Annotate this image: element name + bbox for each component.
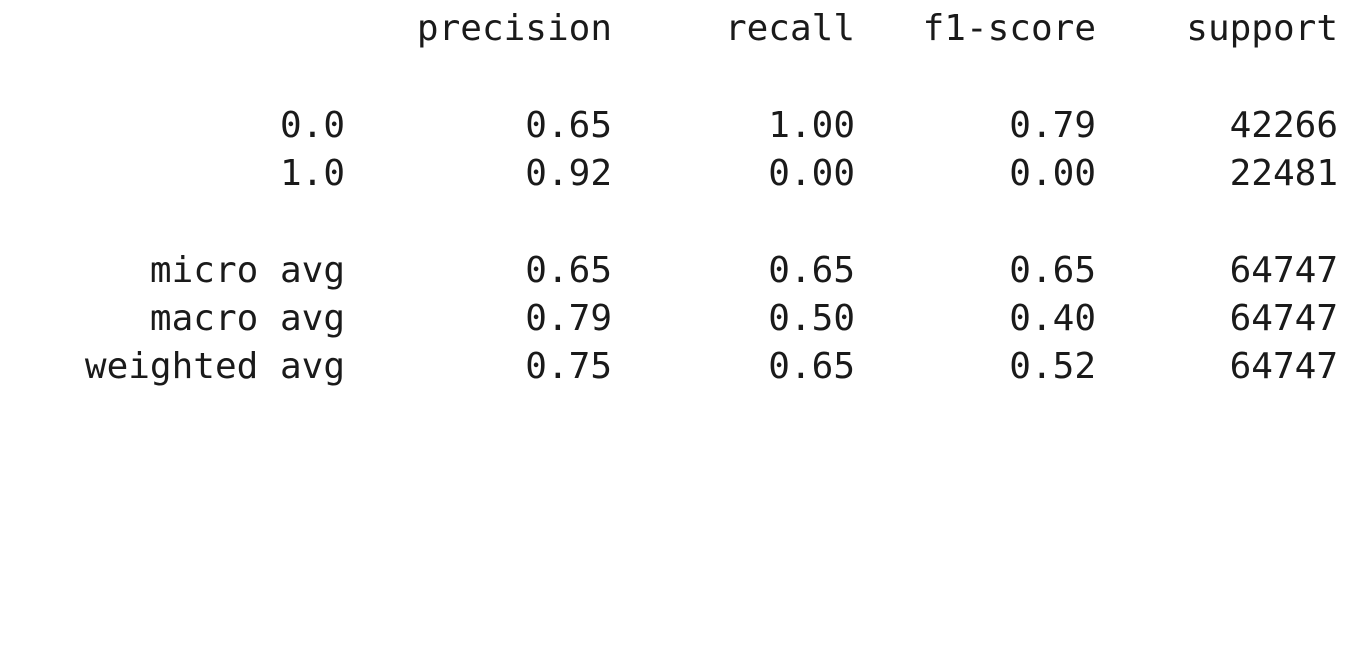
row-label: weighted avg — [84, 346, 345, 387]
recall-value: 0.00 — [768, 153, 855, 194]
header-recall: recall — [724, 8, 855, 49]
row-label: macro avg — [149, 298, 345, 339]
precision-value: 0.65 — [525, 105, 612, 146]
support-value: 22481 — [1229, 153, 1338, 194]
header-f1-score: f1-score — [922, 8, 1096, 49]
f1-value: 0.40 — [1009, 298, 1096, 339]
recall-value: 1.00 — [768, 105, 855, 146]
precision-value: 0.79 — [525, 298, 612, 339]
support-value: 42266 — [1229, 105, 1338, 146]
precision-value: 0.65 — [525, 250, 612, 291]
class-row: 0.0 0.65 1.00 0.79 42266 — [0, 103, 1360, 149]
f1-value: 0.52 — [1009, 346, 1096, 387]
header-precision: precision — [416, 8, 612, 49]
support-value: 64747 — [1229, 346, 1338, 387]
avg-row: micro avg 0.65 0.65 0.65 64747 — [0, 248, 1360, 294]
row-label: micro avg — [149, 250, 345, 291]
recall-value: 0.65 — [768, 250, 855, 291]
support-value: 64747 — [1229, 250, 1338, 291]
support-value: 64747 — [1229, 298, 1338, 339]
row-label: 1.0 — [279, 153, 345, 194]
avg-row: macro avg 0.79 0.50 0.40 64747 — [0, 296, 1360, 342]
precision-value: 0.92 — [525, 153, 612, 194]
classification-report: precision recall f1-score support 0.0 0.… — [0, 6, 1360, 390]
header-row: precision recall f1-score support — [0, 6, 1360, 52]
precision-value: 0.75 — [525, 346, 612, 387]
recall-value: 0.50 — [768, 298, 855, 339]
row-label: 0.0 — [279, 105, 345, 146]
class-row: 1.0 0.92 0.00 0.00 22481 — [0, 151, 1360, 197]
f1-value: 0.65 — [1009, 250, 1096, 291]
avg-row: weighted avg 0.75 0.65 0.52 64747 — [0, 344, 1360, 390]
recall-value: 0.65 — [768, 346, 855, 387]
f1-value: 0.79 — [1009, 105, 1096, 146]
f1-value: 0.00 — [1009, 153, 1096, 194]
header-support: support — [1186, 8, 1338, 49]
